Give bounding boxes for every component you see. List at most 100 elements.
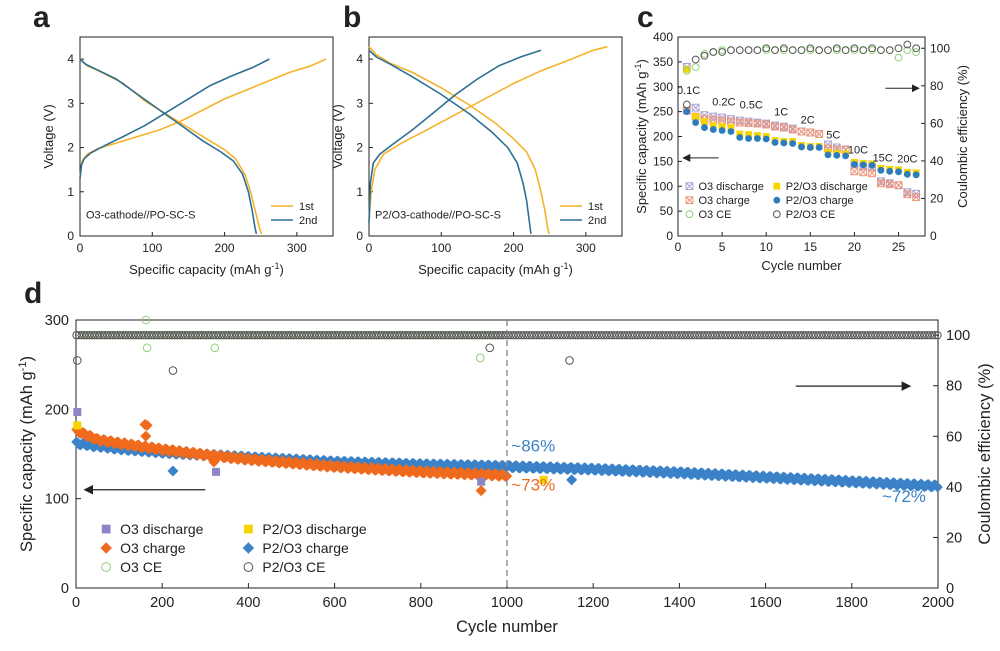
point-p2-o3-ce	[284, 331, 293, 340]
point-p2-o3-ce	[568, 331, 578, 340]
y-tick-label: 50	[660, 204, 674, 218]
point-p2-o3-charge	[833, 152, 841, 159]
point-p2-o3-ce	[649, 331, 658, 340]
point-p2-o3-ce	[354, 331, 363, 340]
point-p2-o3-ce	[783, 331, 792, 340]
point-o3-ce	[691, 63, 700, 71]
point-p2-o3-ce	[734, 331, 743, 340]
rate-label: 5C	[826, 129, 840, 141]
rate-label: 20C	[897, 153, 917, 165]
y2-tick-label: 60	[930, 116, 944, 130]
point-p2-o3-ce	[868, 44, 876, 53]
point-o3-ce	[210, 343, 220, 353]
point-p2-o3-ce	[139, 331, 148, 340]
legend-label: P2/O3 CE	[262, 559, 325, 575]
point-p2-o3-ce	[752, 331, 761, 340]
point-p2-o3-ce	[830, 331, 839, 340]
point-p2-o3-ce	[501, 331, 510, 340]
point-p2-o3-ce	[517, 331, 526, 340]
point-p2-o3-ce	[762, 44, 771, 53]
point-p2-o3-ce	[594, 331, 603, 340]
point-o3-charge-cross	[877, 179, 885, 188]
point-o3-charge-box	[815, 130, 824, 138]
point-p2-o3-ce	[876, 331, 885, 340]
series-2nd-charge-line	[79, 58, 270, 179]
point-p2-o3-ce	[87, 331, 97, 340]
point-p2-o3-ce	[302, 331, 311, 340]
point-p2-o3-ce	[905, 331, 914, 340]
point-p2-o3-ce	[708, 331, 717, 340]
retention-label: ~86%	[511, 436, 555, 455]
point-p2-o3-ce	[356, 331, 365, 340]
point-p2-o3-ce	[227, 331, 236, 340]
legend-label-1st: 1st	[588, 201, 603, 213]
rate-label: 10C	[848, 144, 868, 156]
point-p2-o3-ce	[845, 331, 854, 340]
legend-label: P2/O3 charge	[786, 195, 854, 207]
point-p2-o3-ce	[607, 331, 616, 340]
x-tick-label: 10	[760, 240, 774, 254]
point-p2-o3-ce	[651, 331, 660, 340]
point-p2-o3-ce	[268, 331, 278, 340]
point-p2-o3-ce	[488, 331, 497, 340]
x-tick-label: 0	[675, 240, 682, 254]
y-tick-label: 300	[45, 313, 69, 329]
point-p2-o3-ce	[271, 331, 280, 340]
point-p2-o3-ce	[910, 331, 919, 340]
point-p2-o3-ce	[320, 331, 329, 340]
y2-tick-label: 60	[946, 429, 962, 445]
point-p2-o3-ce	[884, 331, 893, 340]
point-o3-discharge-cross	[824, 140, 832, 149]
point-p2-o3-ce	[638, 331, 647, 340]
point-p2-o3-ce	[442, 331, 451, 340]
point-p2-o3-ce	[460, 331, 469, 340]
point-p2-o3-ce	[798, 331, 808, 340]
rate-label: 1C	[774, 107, 788, 119]
legend-marker-o3-ce	[101, 562, 112, 572]
legend-marker-o3-discharge	[101, 524, 111, 534]
panel-label-b: b	[343, 1, 361, 34]
point-p2-o3-ce	[103, 331, 112, 340]
point-o3-ce	[912, 48, 921, 56]
x-tick-label: 15	[804, 240, 818, 254]
point-p2-o3-ce	[698, 331, 707, 340]
point-p2-o3-ce	[126, 331, 135, 340]
point-p2-o3-ce	[814, 331, 823, 340]
point-p2-o3-ce	[496, 331, 505, 340]
point-p2-o3-ce	[811, 331, 821, 340]
point-o3-charge-box	[806, 128, 815, 137]
point-p2-o3-ce	[747, 331, 756, 340]
point-p2-o3-ce	[744, 46, 753, 55]
point-p2-o3-ce	[832, 331, 841, 340]
point-p2-o3-ce	[418, 331, 428, 340]
y2-tick-label: 80	[946, 379, 962, 395]
point-p2-o3-ce	[351, 331, 360, 340]
y-tick-label: 0	[666, 229, 673, 243]
point-o3-charge-cross	[885, 180, 894, 189]
point-p2-o3-charge	[709, 126, 717, 133]
point-o3-ce	[894, 53, 903, 62]
point-p2-o3-ce	[876, 46, 885, 55]
point-o3-charge	[894, 181, 903, 190]
plot-frame	[79, 36, 334, 237]
point-p2-o3-ce	[431, 331, 440, 340]
point-p2-o3-ce	[886, 331, 896, 340]
point-o3-charge	[753, 119, 762, 128]
point-p2-o3-ce	[186, 331, 195, 340]
point-p2-o3-ce	[700, 51, 709, 60]
point-p2-o3-ce	[605, 331, 614, 340]
x-tick-label: 800	[409, 595, 433, 611]
y-tick-label: 350	[653, 55, 673, 69]
point-p2-o3-ce	[325, 331, 334, 340]
panel-label-d: d	[24, 277, 42, 310]
y-tick-label: 3	[67, 96, 74, 110]
point-p2-o3-ce	[108, 331, 117, 340]
point-p2-o3-charge	[912, 171, 920, 179]
x-tick-label: 1200	[577, 595, 609, 611]
point-p2-o3-ce	[522, 331, 531, 340]
chart-panel-d: 0 200 400 600 800 1000 1200 1400 1600 1800 2000010…	[17, 313, 994, 636]
point-p2-o3-ce	[850, 44, 859, 53]
point-p2-o3-ce	[892, 331, 901, 340]
point-p2-o3-ce	[767, 331, 777, 340]
point-p2-o3-ce	[511, 331, 521, 340]
